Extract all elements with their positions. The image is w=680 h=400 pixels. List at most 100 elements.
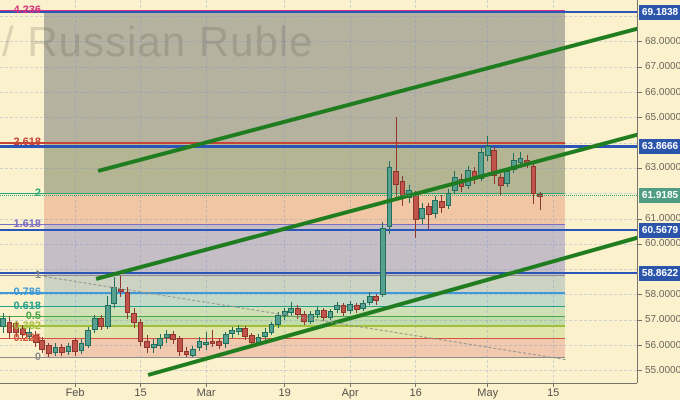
candle xyxy=(209,340,216,344)
candle xyxy=(6,321,13,333)
candle xyxy=(353,305,360,311)
candle xyxy=(340,305,347,313)
grid-line-h xyxy=(0,66,637,68)
fib-band xyxy=(44,275,565,293)
y-axis-tick-label: 58.0000 xyxy=(645,288,680,300)
candle xyxy=(491,149,498,177)
candle xyxy=(52,346,59,354)
candle xyxy=(445,192,452,207)
candle-wick xyxy=(212,329,214,347)
fib-level-line[interactable] xyxy=(0,224,565,226)
candle xyxy=(216,340,223,346)
candle xyxy=(334,305,340,311)
grid-line-v xyxy=(284,0,286,383)
y-axis-tick xyxy=(638,319,642,321)
fib-level-line[interactable] xyxy=(0,9,565,11)
fib-level-label: 2.618 xyxy=(13,136,41,149)
candle-wick xyxy=(428,202,430,230)
candle xyxy=(104,305,111,327)
x-axis-tick xyxy=(487,383,489,387)
horizontal-price-line[interactable] xyxy=(0,272,637,275)
fib-level-label: 0.382 xyxy=(13,319,41,332)
fib-band xyxy=(44,10,565,143)
y-axis-tick xyxy=(638,243,642,245)
candle xyxy=(281,311,288,317)
fib-level-label: 2 xyxy=(34,187,41,200)
fib-level-line[interactable] xyxy=(0,325,565,327)
candle xyxy=(294,307,301,316)
x-axis-tick-label: May xyxy=(477,387,499,399)
x-axis-tick xyxy=(74,383,76,387)
candle xyxy=(137,321,144,342)
grid-line-v xyxy=(74,0,76,383)
candle xyxy=(144,340,150,349)
candle xyxy=(39,339,46,351)
fib-band xyxy=(44,292,565,307)
price-badge: 69.1838 xyxy=(639,4,680,20)
fib-level-line[interactable] xyxy=(0,142,565,144)
y-axis-tick xyxy=(638,294,642,296)
horizontal-price-line[interactable] xyxy=(0,10,637,14)
x-axis-tick xyxy=(140,383,142,387)
candlestick-chart-plot[interactable]: / Russian Ruble 4.236 2.618 2 1.618 1 0.786 0.… xyxy=(0,0,637,383)
fib-level-line[interactable] xyxy=(0,192,565,195)
candle xyxy=(131,312,137,323)
y-axis-tick xyxy=(638,345,642,347)
time-axis[interactable]: Feb 15 Mar 19 Apr 16 May 15 xyxy=(0,383,680,400)
x-axis-tick xyxy=(205,383,207,387)
y-axis-tick-label: 61.0000 xyxy=(645,213,680,225)
grid-line-h xyxy=(0,167,637,169)
grid-line-v xyxy=(349,0,351,383)
candle xyxy=(190,349,196,356)
fib-level-line[interactable] xyxy=(0,306,565,308)
candle xyxy=(373,296,380,302)
grid-line-h xyxy=(0,92,637,94)
candle xyxy=(85,329,92,346)
x-axis-tick-label: 16 xyxy=(409,387,422,399)
fib-band xyxy=(44,142,565,194)
candle xyxy=(235,327,242,332)
x-axis-tick-label: 19 xyxy=(278,387,291,399)
symbol-watermark: / Russian Ruble xyxy=(2,18,314,65)
candle xyxy=(321,310,327,318)
y-axis-tick-label: 60.0000 xyxy=(645,238,680,250)
horizontal-price-line[interactable] xyxy=(0,145,637,148)
horizontal-price-line[interactable] xyxy=(0,228,637,232)
fib-level-label: 0.5 xyxy=(25,309,41,322)
candle xyxy=(504,171,511,184)
grid-line-h xyxy=(0,319,637,321)
y-axis-tick xyxy=(638,66,642,68)
fib-level-label: 0 xyxy=(34,350,41,363)
candle xyxy=(19,328,26,335)
fib-level-label: 0.236 xyxy=(13,331,41,344)
grid-line-v xyxy=(140,0,142,383)
candle-wick xyxy=(120,275,122,298)
grid-line-v xyxy=(552,0,554,383)
grid-line-h xyxy=(0,345,637,347)
y-axis-tick-label: 67.0000 xyxy=(645,61,680,73)
candle xyxy=(393,171,399,185)
candle xyxy=(111,287,118,304)
fib-level-label: 0.786 xyxy=(13,286,41,299)
x-axis-tick-label: Mar xyxy=(196,387,216,399)
fib-level-line[interactable] xyxy=(0,315,565,318)
grid-line-h xyxy=(0,243,637,245)
price-axis[interactable]: 68.0000 67.0000 66.0000 65.0000 63.0000 61.00… xyxy=(637,0,680,383)
candle xyxy=(432,200,439,214)
candle xyxy=(307,313,314,322)
candle xyxy=(118,288,124,293)
fib-level-line[interactable] xyxy=(0,292,565,294)
grid-line-h xyxy=(0,117,637,119)
candle-wick xyxy=(395,116,397,199)
candle xyxy=(366,296,373,303)
candle-wick xyxy=(205,331,207,351)
y-axis-tick-label: 57.0000 xyxy=(645,314,680,326)
price-badge: 60.5679 xyxy=(639,222,680,238)
candle xyxy=(484,145,491,156)
fib-level-line[interactable] xyxy=(0,356,565,359)
price-badge: 58.8622 xyxy=(639,265,680,281)
candle xyxy=(45,345,52,355)
fib-level-line[interactable] xyxy=(0,274,565,277)
candle xyxy=(0,317,6,328)
